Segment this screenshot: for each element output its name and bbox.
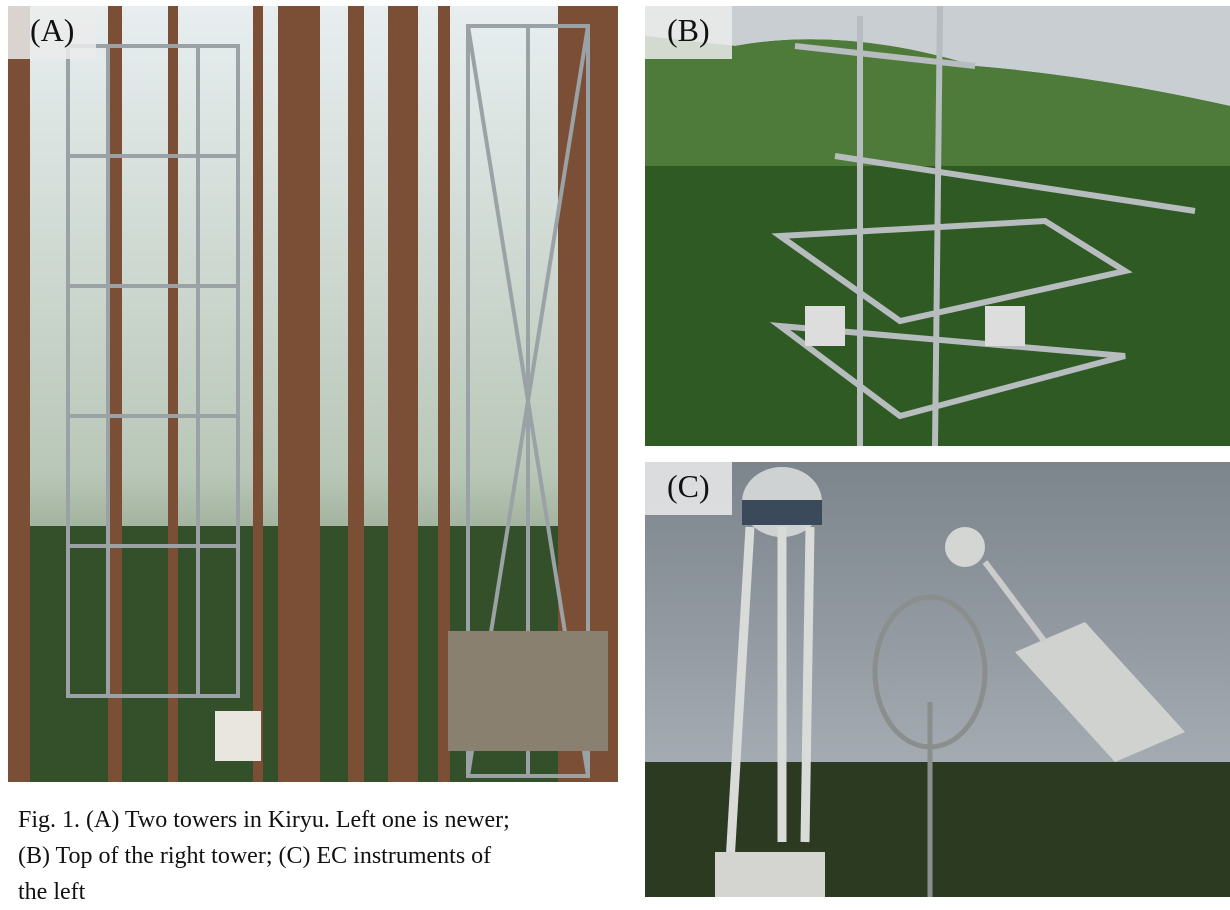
photo-a: (A) [8, 6, 618, 782]
figure-caption: Fig. 1. (A) Two towers in Kiryu. Left on… [18, 802, 510, 910]
panel-label: (C) [645, 462, 732, 515]
caption-line: (B) Top of the right tower; (C) EC instr… [18, 838, 510, 874]
tower-top-image [645, 6, 1230, 446]
panel-label: (A) [8, 6, 96, 59]
caption-line: Fig. 1. (A) Two towers in Kiryu. Left on… [18, 802, 510, 838]
page: (A) (B) (C) Fig. 1. (A) Two towers in Ki… [0, 0, 1230, 897]
ec-instruments-image [645, 462, 1230, 897]
forest-towers-image [8, 6, 618, 782]
panel-label: (B) [645, 6, 732, 59]
caption-line: the left [18, 874, 510, 910]
photo-c: (C) [645, 462, 1230, 897]
photo-b: (B) [645, 6, 1230, 446]
